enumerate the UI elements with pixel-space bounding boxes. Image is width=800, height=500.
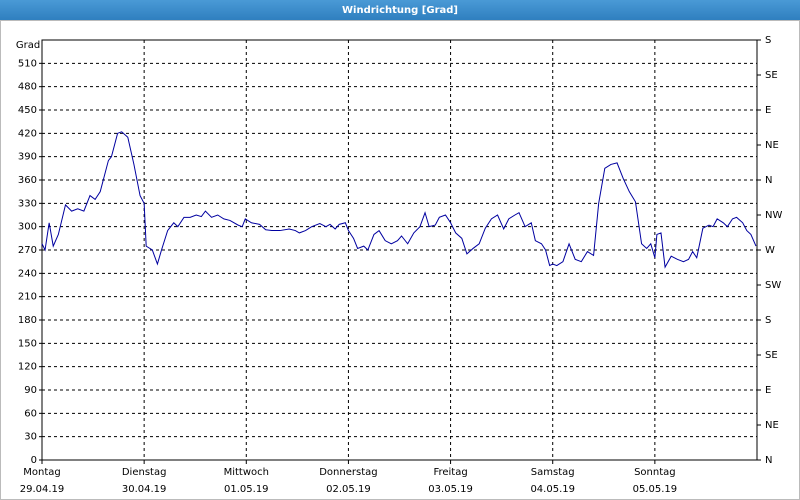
x-tick-sublabel: 05.05.19 (633, 484, 678, 495)
y-tick-label: 390 (18, 152, 37, 163)
x-tick-label: Montag (23, 467, 60, 478)
y2-tick-label: NE (765, 420, 779, 431)
y2-tick-label: S (765, 315, 771, 326)
y2-tick-label: SE (765, 70, 778, 81)
x-tick-sublabel: 02.05.19 (326, 484, 371, 495)
x-tick-sublabel: 30.04.19 (122, 484, 167, 495)
y2-tick-label: E (765, 385, 771, 396)
x-tick-label: Freitag (433, 467, 467, 478)
x-tick-label: Donnerstag (319, 467, 377, 478)
y2-tick-label: N (765, 175, 772, 186)
y-tick-label: 300 (18, 222, 37, 233)
y-tick-label: 120 (18, 362, 37, 373)
x-tick-label: Sonntag (634, 467, 676, 478)
y-tick-label: 360 (18, 175, 37, 186)
y-axis-label: Grad (16, 40, 40, 51)
x-tick-label: Samstag (531, 467, 575, 478)
y2-tick-label: NW (765, 210, 782, 221)
y-tick-label: 180 (18, 315, 37, 326)
y-tick-label: 270 (18, 245, 37, 256)
x-tick-sublabel: 29.04.19 (20, 484, 65, 495)
y2-tick-label: N (765, 455, 772, 466)
title-bar (0, 0, 800, 20)
y-tick-label: 0 (31, 455, 37, 466)
y2-tick-label: NE (765, 140, 779, 151)
y-tick-label: 420 (18, 128, 37, 139)
y-tick-label: 60 (24, 408, 37, 419)
y2-tick-label: W (765, 245, 775, 256)
y-tick-label: 510 (18, 58, 37, 69)
y-tick-label: 210 (18, 292, 37, 303)
y-tick-label: 90 (24, 385, 37, 396)
y-tick-label: 150 (18, 338, 37, 349)
y2-tick-label: SW (765, 280, 781, 291)
data-line (41, 131, 757, 269)
y2-tick-label: E (765, 105, 771, 116)
chart-title: Windrichtung [Grad] (342, 5, 458, 16)
y-tick-label: 450 (18, 105, 37, 116)
y-tick-label: 240 (18, 268, 37, 279)
plot-frame (41, 39, 758, 461)
x-tick-label: Dienstag (122, 467, 167, 478)
y-tick-label: 330 (18, 198, 37, 209)
y2-tick-label: SE (765, 350, 778, 361)
y2-tick-label: S (765, 35, 771, 46)
y-tick-label: 30 (24, 432, 37, 443)
y-tick-label: 480 (18, 82, 37, 93)
x-tick-label: Mittwoch (224, 467, 269, 478)
x-tick-sublabel: 03.05.19 (428, 484, 473, 495)
x-tick-sublabel: 01.05.19 (224, 484, 269, 495)
x-tick-sublabel: 04.05.19 (530, 484, 575, 495)
